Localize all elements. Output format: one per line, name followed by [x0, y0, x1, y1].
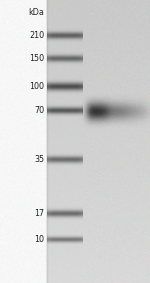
- Text: 17: 17: [34, 209, 44, 218]
- Text: 210: 210: [29, 31, 44, 40]
- Text: 10: 10: [34, 235, 44, 244]
- Text: 35: 35: [34, 155, 44, 164]
- Text: 70: 70: [34, 106, 44, 115]
- Text: kDa: kDa: [28, 8, 44, 17]
- Text: 100: 100: [29, 82, 44, 91]
- Text: 150: 150: [29, 53, 44, 63]
